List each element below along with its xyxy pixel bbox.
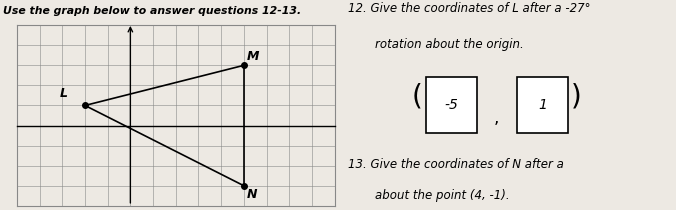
Text: -5: -5 (444, 98, 458, 112)
Text: L: L (60, 87, 68, 100)
Text: M: M (247, 50, 260, 63)
Bar (517, 77, 568, 133)
Text: about the point (4, -1).: about the point (4, -1). (375, 189, 510, 202)
Text: ,: , (493, 109, 499, 127)
Text: N: N (247, 188, 258, 201)
Text: 13. Give the coordinates of N after a: 13. Give the coordinates of N after a (348, 158, 564, 171)
Text: rotation about the origin.: rotation about the origin. (375, 38, 524, 51)
Text: Use the graph below to answer questions 12-13.: Use the graph below to answer questions … (3, 6, 301, 16)
Text: (: ( (412, 83, 422, 111)
Text: ): ) (571, 83, 582, 111)
Bar (426, 77, 477, 133)
Text: 1: 1 (538, 98, 547, 112)
Text: 12. Give the coordinates of L after a -27°: 12. Give the coordinates of L after a -2… (348, 2, 591, 15)
